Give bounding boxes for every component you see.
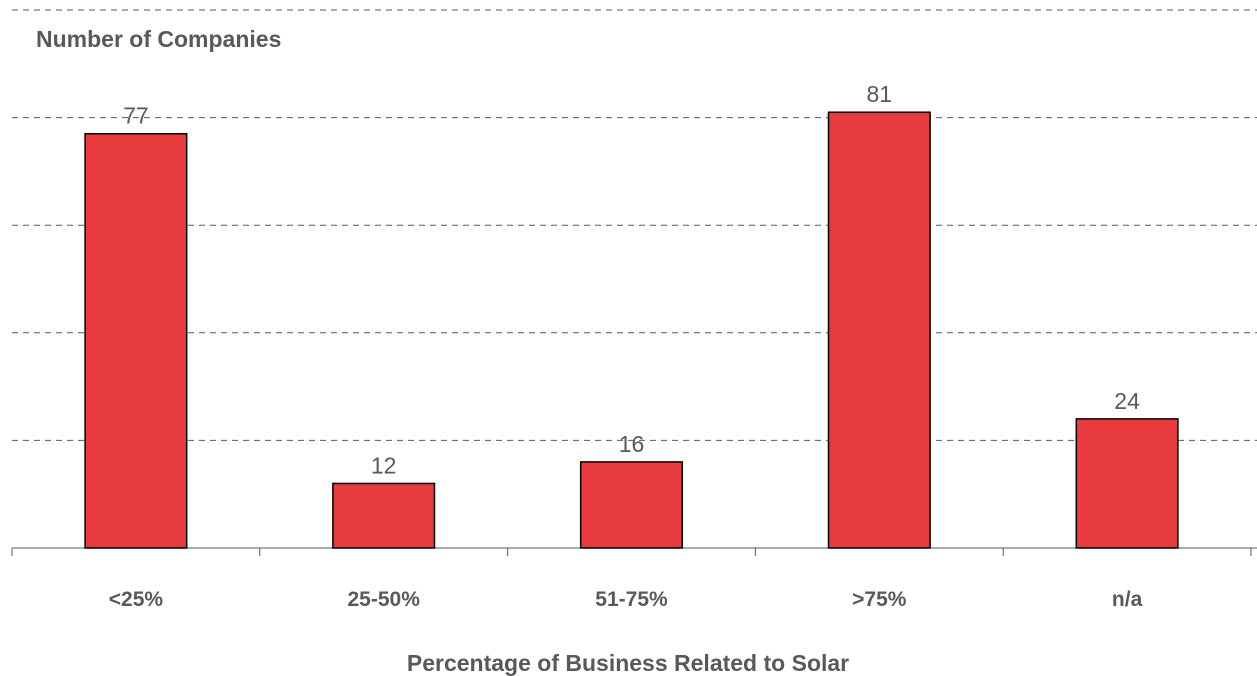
data-label: 81 — [867, 81, 893, 107]
x-tick-label: n/a — [1112, 588, 1143, 611]
bar — [84, 132, 188, 549]
data-label: 24 — [1114, 388, 1140, 414]
x-tick-label: 51-75% — [595, 588, 668, 611]
data-labels: 77 12 16 81 24 — [123, 81, 1140, 478]
bar — [579, 461, 684, 549]
bar — [1075, 418, 1179, 549]
data-label: 12 — [371, 452, 397, 478]
data-label: 16 — [619, 431, 645, 457]
x-tick-label: <25% — [109, 588, 164, 611]
bar — [332, 482, 436, 549]
x-axis-title: Percentage of Business Related to Solar — [407, 650, 849, 676]
bars — [84, 111, 1179, 549]
gridlines — [12, 9, 1257, 441]
x-tick-label: 25-50% — [348, 588, 421, 611]
x-axis — [11, 547, 1257, 556]
data-label: 77 — [123, 103, 149, 129]
y-axis-title: Number of Companies — [36, 26, 281, 52]
x-tick-labels: <25% 25-50% 51-75% >75% n/a — [109, 588, 1143, 611]
bar — [827, 111, 931, 549]
x-tick-label: >75% — [852, 588, 907, 611]
